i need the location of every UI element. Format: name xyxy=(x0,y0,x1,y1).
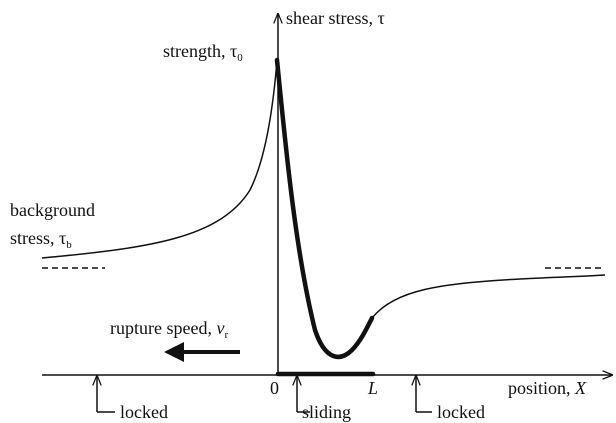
strength-label: strength, τ0 xyxy=(163,41,243,64)
variable: X xyxy=(574,378,587,398)
origin-label: 0 xyxy=(270,378,279,398)
subscript: 0 xyxy=(237,52,243,64)
stress-curve-right xyxy=(371,274,606,319)
text: strength, τ xyxy=(163,41,237,61)
variable: v xyxy=(216,318,224,338)
zone-label: locked xyxy=(437,402,485,422)
stress-curve-left xyxy=(41,59,278,259)
x-axis-label: position, X xyxy=(508,378,587,398)
subscript: b xyxy=(66,239,72,251)
background-label: stress, τb xyxy=(10,228,72,251)
y-axis-label: shear stress, τ xyxy=(286,8,385,28)
stress-curve-slip xyxy=(274,57,375,360)
zone-label: sliding xyxy=(302,402,351,422)
text: stress, τ xyxy=(10,228,66,248)
text: rupture speed, xyxy=(110,318,216,338)
rupture-label: rupture speed, vr xyxy=(110,318,228,341)
subscript: r xyxy=(224,329,228,341)
text: position, xyxy=(508,378,575,398)
length-label: L xyxy=(367,378,378,398)
background-label: background xyxy=(10,200,95,220)
zone-label: locked xyxy=(120,402,168,422)
